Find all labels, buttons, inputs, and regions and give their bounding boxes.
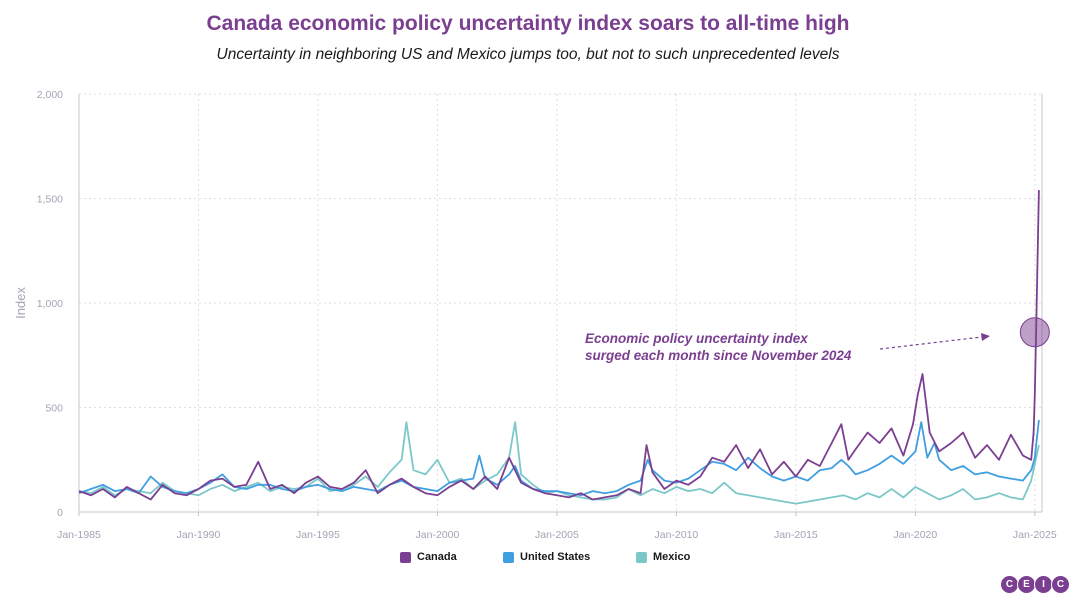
series-line-united-states	[78, 419, 1040, 497]
series-line-canada	[78, 190, 1040, 501]
annotation-arrow	[879, 336, 983, 350]
x-tick-label: Jan-2025	[1013, 529, 1057, 541]
legend-item-united-states[interactable]: United States	[503, 551, 590, 563]
x-tick-label: Jan-2000	[416, 529, 460, 541]
logo-letter: C	[1051, 575, 1070, 594]
x-tick-label: Jan-1985	[57, 529, 101, 541]
legend-swatch-mexico	[636, 551, 647, 563]
legend-item-mexico[interactable]: Mexico	[636, 551, 690, 563]
annotation-marks	[879, 317, 1050, 350]
y-tick-label: 1,000	[37, 298, 63, 310]
chart-title: Canada economic policy uncertainty index…	[206, 12, 850, 35]
highlight-circle	[1019, 317, 1050, 348]
legend-swatch-united-states	[503, 551, 514, 563]
x-tick-label: Jan-2005	[535, 529, 579, 541]
x-tick-label: Jan-2015	[774, 529, 818, 541]
x-tick-label: Jan-2010	[654, 529, 698, 541]
legend-label-canada: Canada	[417, 551, 457, 563]
y-tick-label: 500	[45, 403, 63, 415]
y-tick-label: 2,000	[37, 89, 63, 101]
grid	[79, 93, 1042, 512]
axes: 0 500 1,000 1,500 2,000 Jan-1985 Jan-1990 Jan-1…	[13, 89, 1057, 541]
annotation: Economic policy uncertainty index surged…	[585, 330, 851, 364]
legend-swatch-canada	[400, 551, 411, 563]
y-tick-label: 1,500	[37, 194, 63, 206]
chart-subtitle: Uncertainty in neighboring US and Mexico…	[216, 46, 840, 63]
legend-item-canada[interactable]: Canada	[400, 551, 457, 563]
series-layer	[78, 190, 1040, 505]
logo-letter: I	[1034, 575, 1053, 594]
y-tick-label: 0	[57, 507, 63, 519]
ceic-logo: C E I C	[1000, 575, 1070, 594]
annotation-line-2: surged each month since November 2024	[585, 348, 852, 363]
legend-label-united-states: United States	[520, 551, 591, 563]
x-tick-label: Jan-2020	[893, 529, 937, 541]
x-tick-label: Jan-1995	[296, 529, 340, 541]
legend-label-mexico: Mexico	[653, 551, 691, 563]
legend: Canada United States Mexico	[0, 551, 1072, 567]
x-tick-label: Jan-1990	[177, 529, 221, 541]
annotation-arrowhead	[981, 333, 990, 341]
y-axis-label: Index	[13, 287, 28, 319]
annotation-line-1: Economic policy uncertainty index	[585, 331, 808, 346]
